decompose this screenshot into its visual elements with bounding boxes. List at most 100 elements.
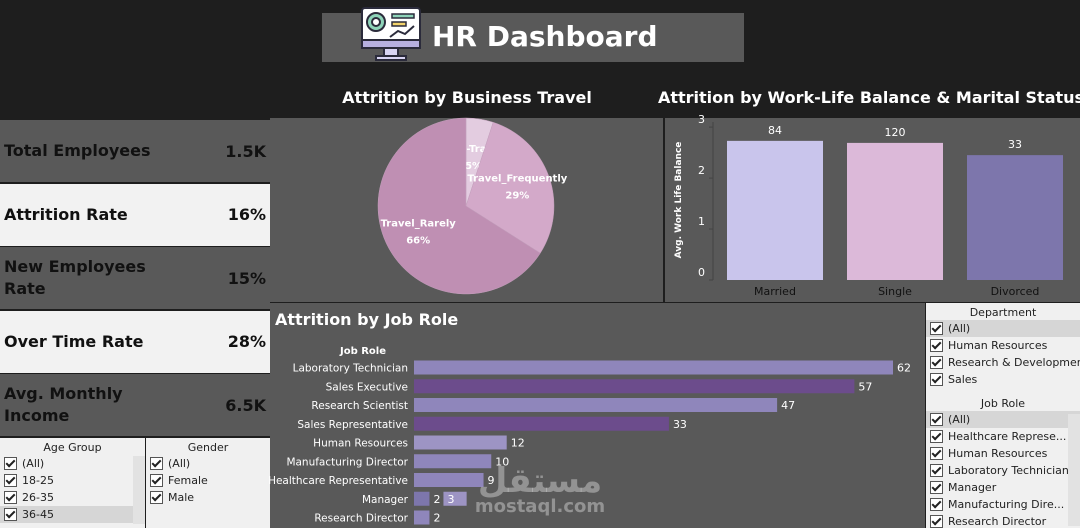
checkbox[interactable]	[930, 447, 943, 460]
option-label: 36-45	[22, 508, 54, 521]
option-label: Human Resources	[948, 339, 1048, 352]
filter-option[interactable]: (All)	[0, 455, 145, 472]
kpi-label: Total Employees	[4, 141, 151, 160]
bar-label: 120	[885, 126, 906, 139]
bar	[727, 140, 823, 280]
filter-option[interactable]: Manufacturing Dire...	[926, 496, 1080, 513]
bar-label: 10	[495, 455, 509, 468]
slice-value: 66%	[406, 235, 430, 246]
bar	[414, 454, 492, 469]
header-icon	[361, 7, 421, 61]
filter-option[interactable]: Research Director	[926, 513, 1080, 528]
checkbox[interactable]	[4, 474, 17, 487]
filter-option[interactable]: Manager	[926, 479, 1080, 496]
filter-box: Age Group (All) 18-25 26-35 36-45	[0, 438, 145, 528]
option-label: Manager	[948, 481, 997, 494]
filter-option[interactable]: Research & Development	[926, 354, 1080, 371]
kpi-value: 15%	[227, 268, 266, 288]
checkbox[interactable]	[930, 430, 943, 443]
filter-title: Department	[969, 306, 1037, 319]
kpi-label: New Employees Rate	[4, 257, 146, 298]
checkbox[interactable]	[4, 508, 17, 521]
checkbox[interactable]	[150, 457, 163, 470]
filter-option[interactable]: Male	[146, 489, 270, 506]
bar-label: 12	[511, 437, 525, 450]
y-tick-label: Research Director	[314, 513, 408, 525]
checkbox[interactable]	[930, 464, 943, 477]
filter-option[interactable]: (All)	[926, 320, 1080, 337]
header-bar: HR Dashboard	[322, 7, 744, 62]
filter-option[interactable]: 36-45	[0, 506, 145, 523]
checkbox[interactable]	[150, 474, 163, 487]
checkbox[interactable]	[930, 339, 943, 352]
filter-option[interactable]: Human Resources	[926, 337, 1080, 354]
checkbox[interactable]	[930, 498, 943, 511]
filter-box: Department (All) Human Resources Research &…	[926, 303, 1080, 399]
checkbox[interactable]	[4, 491, 17, 504]
scrollbar[interactable]	[1068, 414, 1080, 526]
filter-option[interactable]: 18-25	[0, 472, 145, 489]
filter-option[interactable]: Human Resources	[926, 445, 1080, 462]
checkbox[interactable]	[930, 413, 943, 426]
bar	[414, 360, 893, 375]
x-tick-label: Divorced	[991, 285, 1040, 298]
chart-title: Attrition by Job Role	[275, 310, 458, 329]
filter-option[interactable]: Laboratory Technician	[926, 462, 1080, 479]
x-tick-label: Married	[754, 285, 796, 298]
y-tick-label: Research Scientist	[311, 400, 408, 412]
option-label: Human Resources	[948, 447, 1048, 460]
bar-segment	[443, 491, 467, 506]
bar-label: 84	[768, 124, 782, 137]
kpi-label: Over Time Rate	[4, 331, 144, 351]
y-tick-label: 3	[698, 113, 705, 126]
kpi-card: Attrition Rate 16%	[0, 183, 270, 246]
option-label: 18-25	[22, 474, 54, 487]
bar-label: 47	[781, 399, 795, 412]
kpi-card: Over Time Rate 28%	[0, 310, 270, 373]
slice-label: Travel_Frequently	[467, 174, 567, 185]
scrollbar[interactable]	[133, 456, 145, 524]
filter-option[interactable]: Healthcare Represe...	[926, 428, 1080, 445]
kpi-card: Avg. Monthly Income 6.5K	[0, 374, 270, 436]
bar	[414, 510, 430, 525]
x-tick-label: Single	[878, 285, 912, 298]
y-tick-label: 2	[698, 164, 705, 177]
filter-option[interactable]: 26-35	[0, 489, 145, 506]
bar	[414, 435, 507, 450]
filter-option[interactable]: Female	[146, 472, 270, 489]
bar	[414, 491, 430, 506]
kpi-card: Total Employees 1.5K	[0, 120, 270, 182]
filter-option[interactable]: (All)	[926, 411, 1080, 428]
column-header: Job Role	[339, 346, 386, 357]
y-tick-label: 0	[698, 266, 705, 279]
option-label: (All)	[168, 457, 191, 470]
y-tick-label: Manufacturing Director	[286, 456, 408, 468]
kpi-value: 28%	[227, 332, 266, 351]
option-label: Sales	[948, 373, 978, 386]
y-tick-label: 1	[698, 215, 705, 228]
checkbox[interactable]	[930, 373, 943, 386]
kpi-card: New Employees Rate 15%	[0, 247, 270, 309]
checkbox[interactable]	[150, 491, 163, 504]
filter-box: Job Role (All) Healthcare Represe... Human …	[926, 394, 1080, 528]
y-tick-label: Human Resources	[313, 438, 408, 450]
filter-option[interactable]: (All)	[146, 455, 270, 472]
chart-title: Attrition by Work-Life Balance & Marital…	[658, 88, 1080, 107]
chart-title: Attrition by Business Travel	[342, 88, 592, 107]
kpi-value: 6.5K	[225, 395, 266, 415]
filter-option[interactable]: Sales	[926, 371, 1080, 388]
option-label: Research Director	[948, 515, 1047, 528]
option-label: (All)	[948, 413, 971, 426]
filter-title: Gender	[187, 441, 229, 454]
slice-value: 5%	[465, 161, 482, 172]
filter-title: Job Role	[980, 397, 1026, 410]
slice-label: Non-Travel	[444, 144, 503, 155]
bar-label: 57	[858, 380, 872, 393]
checkbox[interactable]	[930, 356, 943, 369]
panel	[270, 303, 925, 528]
checkbox[interactable]	[930, 322, 943, 335]
checkbox[interactable]	[930, 481, 943, 494]
checkbox[interactable]	[4, 457, 17, 470]
bar	[847, 142, 943, 280]
